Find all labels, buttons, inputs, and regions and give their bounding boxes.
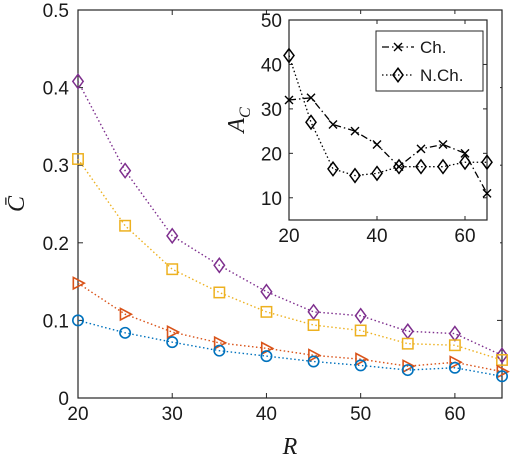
- data-point: [260, 350, 273, 363]
- inset-data-point: [372, 139, 382, 149]
- inset-data-point: [460, 148, 470, 158]
- inset-y-tick-label: 50: [261, 11, 282, 32]
- legend-marker: [392, 66, 404, 84]
- series-line: [77, 282, 503, 373]
- data-point: [354, 359, 367, 372]
- y-tick-label: 0.3: [43, 156, 69, 177]
- data-point: [260, 305, 273, 318]
- inset-data-point: [393, 158, 405, 175]
- y-tick-label: 0.2: [43, 234, 69, 255]
- inset-data-point: [327, 160, 339, 177]
- inset-y-axis-label-sub: C: [237, 107, 254, 118]
- y-tick-label: 0.1: [43, 311, 69, 332]
- inset-data-point: [482, 188, 492, 198]
- data-point: [119, 307, 134, 322]
- legend-label: N.Ch.: [420, 66, 463, 85]
- y-tick-label: 0: [58, 389, 69, 410]
- inset-series-x: [284, 93, 492, 198]
- inset-data-point: [349, 167, 361, 184]
- data-point: [118, 162, 132, 179]
- series-diamond: [71, 73, 509, 364]
- data-point: [402, 359, 416, 374]
- inset-data-point: [437, 158, 449, 175]
- inset-series-line: [288, 97, 488, 194]
- inset-x-tick-label: 20: [278, 226, 299, 247]
- y-tick-label: 0.5: [43, 1, 69, 22]
- inset-data-point: [306, 93, 316, 103]
- data-point: [448, 339, 461, 352]
- data-point: [213, 257, 226, 274]
- inset-data-point: [328, 119, 338, 129]
- inset-y-axis-label-main: A: [224, 118, 250, 135]
- data-point: [166, 324, 181, 340]
- series-circle: [72, 314, 508, 383]
- data-point: [496, 354, 508, 366]
- x-tick-label: 60: [444, 404, 465, 425]
- x-tick-label: 30: [162, 404, 183, 425]
- data-point: [401, 337, 414, 350]
- data-point: [119, 219, 132, 232]
- inset-data-point: [350, 126, 360, 136]
- data-point: [449, 355, 463, 370]
- data-point: [213, 344, 226, 357]
- x-tick-label: 50: [350, 404, 371, 425]
- legend-marker: [393, 42, 403, 52]
- data-point: [307, 303, 320, 321]
- inset-data-point: [305, 114, 317, 131]
- data-point: [495, 370, 508, 383]
- inset-y-tick-label: 30: [261, 100, 282, 121]
- series-line: [77, 319, 503, 377]
- inset-data-point: [438, 139, 448, 149]
- data-point: [71, 73, 85, 90]
- inset-y-tick-label: 10: [261, 189, 282, 210]
- data-point: [448, 361, 461, 374]
- inset-x-tick-label: 60: [454, 226, 475, 247]
- data-point: [166, 227, 179, 245]
- legend-label: Ch.: [420, 38, 446, 57]
- data-point: [496, 364, 510, 379]
- series-square: [72, 153, 508, 366]
- x-tick-label: 40: [256, 404, 277, 425]
- y-tick-label: 0.4: [43, 79, 70, 100]
- inset-data-point: [481, 154, 493, 171]
- inset-plot: 20 40 60 10 20 30 40 50 AC Ch. N.Ch.: [224, 11, 500, 248]
- data-point: [213, 286, 226, 299]
- data-point: [355, 352, 369, 367]
- inset-legend: Ch. N.Ch.: [375, 30, 484, 92]
- data-point: [307, 355, 320, 368]
- legend-box: [375, 30, 484, 92]
- inset-data-point: [283, 47, 295, 64]
- inset-data-point: [416, 144, 426, 154]
- data-point: [72, 153, 84, 165]
- x-axis-label: R: [282, 434, 298, 459]
- inset-data-point: [284, 95, 294, 105]
- inset-data-point: [415, 158, 427, 175]
- series-line: [77, 81, 503, 356]
- inset-data-point: [371, 165, 383, 182]
- data-point: [354, 307, 367, 325]
- inset-y-axis-label: AC: [224, 107, 254, 135]
- data-point: [307, 319, 320, 332]
- data-point: [166, 336, 179, 349]
- y-axis-label: C̄: [4, 195, 30, 212]
- inset-x-tick-label: 40: [366, 226, 387, 247]
- inset-series-line: [288, 55, 487, 177]
- data-point: [308, 348, 322, 363]
- data-point: [72, 314, 85, 327]
- data-point: [166, 263, 179, 276]
- data-point: [72, 276, 86, 291]
- data-point: [354, 324, 367, 337]
- inset-y-tick-label: 40: [261, 55, 282, 76]
- inset-y-tick-label: 20: [261, 144, 282, 165]
- x-tick-label: 20: [67, 404, 88, 425]
- inset-data-point: [459, 154, 471, 171]
- data-point: [401, 364, 414, 377]
- data-point: [119, 326, 132, 339]
- data-point: [495, 347, 509, 364]
- data-point: [260, 283, 273, 300]
- inset-series-diamond: [283, 47, 493, 184]
